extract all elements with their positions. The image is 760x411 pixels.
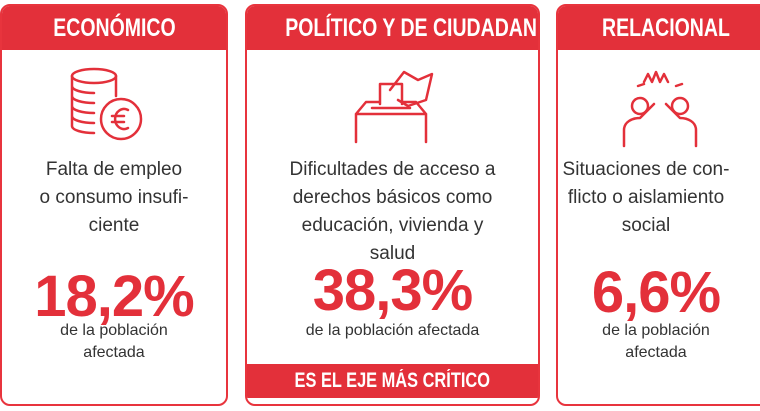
description: Situaciones de con-flicto o aislamiento s… bbox=[558, 156, 760, 240]
text-line: derechos básicos como bbox=[292, 187, 493, 208]
card: POLÍTICO Y DE CIUDADANÍA Dificultades de… bbox=[245, 4, 540, 406]
subtext: de la población afectada bbox=[247, 320, 538, 342]
subtext: de la población afectada bbox=[2, 320, 226, 364]
percent: 38,3% bbox=[312, 258, 473, 323]
card-header: POLÍTICO Y DE CIUDADANÍA bbox=[247, 6, 538, 50]
card-header: RELACIONAL bbox=[558, 6, 760, 50]
text-line: de la población afectada bbox=[305, 322, 480, 339]
footer-text: ES EL EJE MÁS CRÍTICO bbox=[294, 369, 491, 392]
description: Falta de empleo o consumo insufi-ciente bbox=[2, 156, 226, 240]
text-line: salud bbox=[369, 243, 416, 264]
text-line: flicto o aislamiento bbox=[567, 187, 725, 208]
card: RELACIONAL Situaciones de con-flicto o a… bbox=[556, 4, 760, 406]
subtext: de la población afectada bbox=[558, 320, 754, 364]
text-line: afectada bbox=[625, 344, 687, 361]
text-line: ciente bbox=[88, 215, 140, 236]
percent: 18,2% bbox=[34, 264, 194, 329]
text-line: de la población bbox=[60, 322, 168, 339]
card-header: ECONÓMICO bbox=[2, 6, 226, 50]
text-line: Situaciones de con- bbox=[562, 159, 730, 180]
text-line: o consumo insufi- bbox=[39, 187, 189, 208]
text-line: social bbox=[621, 215, 671, 236]
header-text: ECONÓMICO bbox=[52, 14, 176, 42]
header-text: RELACIONAL bbox=[602, 14, 730, 42]
card: ECONÓMICO Falta de empleo o consumo insuf… bbox=[0, 4, 228, 406]
percent: 6,6% bbox=[591, 260, 721, 325]
description: Dificultades de acceso a derechos básicos… bbox=[247, 156, 538, 268]
text-line: afectada bbox=[83, 344, 145, 361]
conflict-icon bbox=[622, 70, 698, 148]
text-line: Falta de empleo bbox=[45, 159, 183, 180]
text-line: de la población bbox=[602, 322, 710, 339]
ballot-icon bbox=[354, 70, 434, 144]
coins-icon bbox=[70, 67, 143, 141]
text-line: educación, vivienda y bbox=[301, 215, 484, 236]
header-text: POLÍTICO Y DE CIUDADANÍA bbox=[285, 14, 540, 42]
text-line: Dificultades de acceso a bbox=[289, 159, 496, 180]
card-footer: ES EL EJE MÁS CRÍTICO bbox=[247, 364, 538, 398]
